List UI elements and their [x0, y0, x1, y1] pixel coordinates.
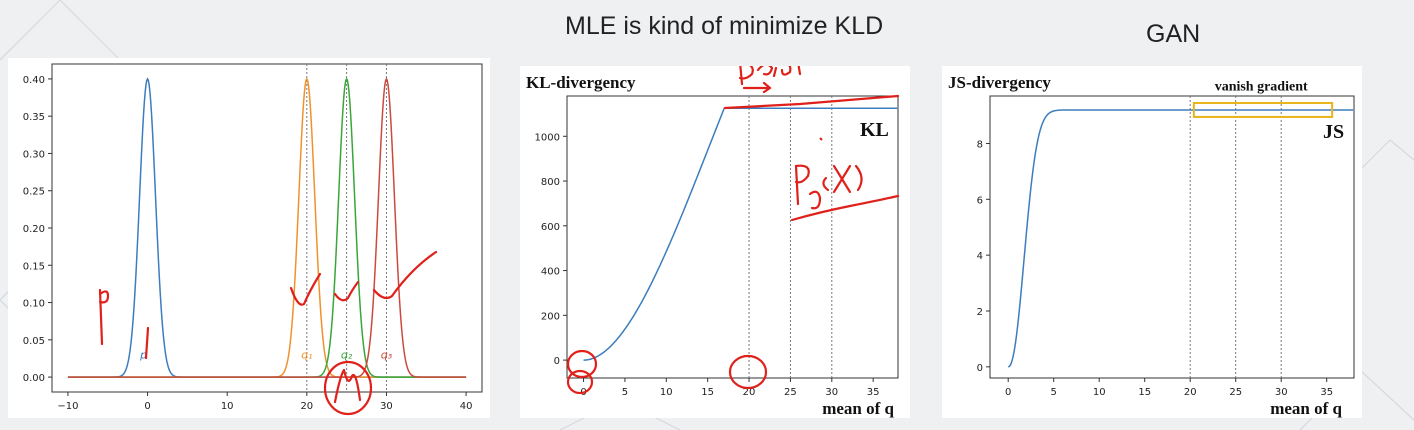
handwritten-p	[98, 288, 110, 346]
x-tick-label: −10	[57, 401, 78, 412]
x-tick-label: 30	[825, 387, 838, 398]
handwritten-check-q3	[372, 250, 438, 300]
handwritten-mu	[333, 368, 362, 404]
x-tick-label: 10	[221, 401, 234, 412]
x-tick-label: 35	[1320, 387, 1333, 398]
gaussian-chart: 0.00 0.05 0.10 0.15 0.20 0.25 0.30 0.35 0.40 −10 0…	[23, 63, 483, 416]
js-panel: JS-divergency 0 2 4 6 8 0 5 10 15 20 25 30 35 vanish g…	[942, 66, 1362, 418]
handwritten-circle-mu	[323, 360, 373, 416]
series-label-kl: KL	[860, 119, 889, 141]
plot-frame	[51, 63, 483, 393]
series-q2-line	[67, 77, 467, 378]
x-tick-label: 15	[701, 387, 714, 398]
x-tick-label: 5	[1051, 387, 1057, 398]
x-axis-label: mean of q	[1270, 399, 1342, 418]
x-tick-label: 0	[1005, 387, 1011, 398]
y-tick-label: 0.05	[23, 336, 45, 347]
y-tick-label: 8	[977, 139, 983, 150]
handwritten-PG	[738, 60, 802, 86]
x-tick-label: 20	[1184, 387, 1197, 398]
x-tick-label: 25	[784, 387, 797, 398]
slide-title-mle: MLE is kind of minimize KLD	[565, 12, 884, 40]
handwritten-arrow	[742, 81, 772, 94]
series-label-js: JS	[1323, 121, 1344, 143]
series-q3-line	[67, 77, 467, 378]
y-tick-label: 800	[541, 177, 560, 188]
plot-frame	[566, 95, 899, 379]
y-tick-label: 0.00	[23, 373, 45, 384]
handwritten-stroke-bottom	[790, 194, 900, 222]
annotation-p: p	[139, 348, 147, 361]
x-tick-label: 5	[622, 387, 628, 398]
y-tick-label: 400	[541, 267, 560, 278]
y-tick-label: 0.20	[23, 224, 45, 235]
kl-curve	[583, 107, 898, 361]
x-tick-label: 40	[460, 401, 473, 412]
annotation-q3: q₃	[381, 348, 393, 361]
slide-title-gan: GAN	[1146, 20, 1201, 48]
series-p-line	[67, 77, 467, 378]
series-q1-line	[67, 77, 467, 378]
x-tick-label: 25	[1229, 387, 1242, 398]
y-tick-label: 4	[977, 251, 983, 262]
x-tick-label: 20	[743, 387, 756, 398]
y-tick-label: 0.25	[23, 187, 45, 198]
y-tick-label: 6	[977, 195, 983, 206]
y-tick-label: 0.35	[23, 112, 45, 123]
handwritten-check-q1	[289, 272, 322, 306]
kl-panel: KL-divergency 0 200 400 600 800 1000 0 5 10 15 20 25…	[520, 60, 910, 418]
vanish-gradient-box	[1192, 101, 1334, 118]
y-tick-label: 0.30	[23, 149, 45, 160]
x-tick-label: 15	[1138, 387, 1151, 398]
js-curve	[1007, 109, 1354, 368]
x-tick-label: 20	[300, 401, 313, 412]
handwritten-mark	[144, 326, 150, 360]
annotation-q1: q₁	[301, 348, 312, 361]
y-tick-label: 0	[554, 356, 560, 367]
x-tick-label: 10	[1093, 387, 1106, 398]
js-divergency-chart: JS-divergency 0 2 4 6 8 0 5 10 15 20 25 30 35 vanish g…	[948, 73, 1355, 418]
y-tick-label: 2	[977, 307, 983, 318]
x-tick-label: 30	[380, 401, 393, 412]
annotation-q2: q₂	[341, 348, 353, 361]
chart-title: KL-divergency	[526, 73, 636, 92]
handwritten-check-q2	[333, 280, 360, 302]
x-tick-label: 0	[144, 401, 150, 412]
y-tick-label: 600	[541, 222, 560, 233]
handwritten-Pg-x	[794, 164, 863, 210]
y-tick-label: 0.10	[23, 299, 45, 310]
y-tick-label: 0	[977, 363, 983, 374]
handwritten-circle-0b	[566, 369, 594, 395]
x-tick-label: 35	[867, 387, 880, 398]
y-tick-label: 200	[541, 311, 560, 322]
x-axis-label: mean of q	[822, 399, 894, 418]
x-tick-label: 30	[1275, 387, 1288, 398]
handwritten-dot	[819, 137, 823, 141]
y-tick-label: 1000	[535, 132, 560, 143]
plot-frame	[989, 95, 1355, 379]
y-tick-label: 0.40	[23, 75, 45, 86]
chart-title: JS-divergency	[948, 73, 1051, 92]
handwritten-stroke-top	[723, 94, 900, 110]
handwritten-circle-20	[728, 354, 768, 390]
y-tick-label: 0.15	[23, 261, 45, 272]
x-tick-label: 10	[660, 387, 673, 398]
annotation-vanish-gradient: vanish gradient	[1215, 79, 1308, 94]
gaussian-panel: 0.00 0.05 0.10 0.15 0.20 0.25 0.30 0.35 0.40 −10 0…	[8, 58, 490, 418]
handwritten-circle-0	[566, 349, 598, 379]
